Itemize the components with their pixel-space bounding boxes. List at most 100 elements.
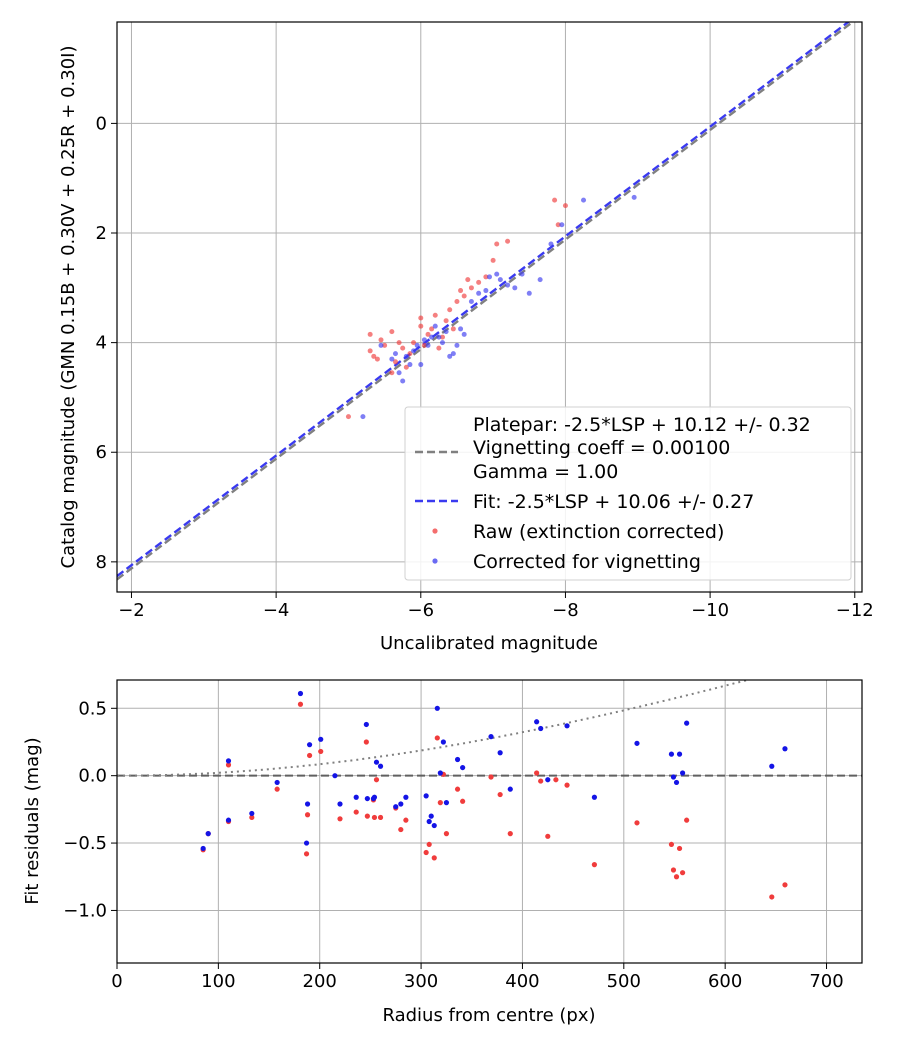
bottom-plot-frame — [116, 679, 863, 964]
corrected-point — [461, 331, 467, 337]
corrected-point — [398, 801, 404, 807]
corrected-point — [434, 705, 440, 711]
corrected-point — [225, 817, 232, 823]
x-tick-label: 400 — [505, 971, 539, 992]
raw-point — [249, 814, 255, 821]
raw-point — [465, 277, 471, 283]
corrected-point — [403, 794, 409, 800]
corrected-point — [393, 804, 399, 810]
corrected-point — [548, 241, 554, 247]
raw-point — [555, 222, 561, 228]
legend-red-marker — [432, 528, 438, 534]
raw-point — [673, 874, 680, 880]
corrected-point — [538, 725, 544, 732]
raw-point — [476, 279, 482, 285]
corrected-point — [507, 786, 513, 792]
raw-point — [454, 299, 460, 305]
raw-point — [488, 774, 494, 780]
corrected-point — [454, 756, 461, 763]
corrected-point — [304, 801, 311, 807]
corrected-point — [418, 362, 424, 368]
corrected-point — [249, 810, 255, 817]
raw-point — [437, 800, 443, 806]
corrected-point — [591, 794, 598, 800]
x-tick-label: −10 — [691, 600, 729, 621]
corrected-point — [454, 342, 460, 348]
corrected-point — [303, 840, 310, 846]
corrected-point — [363, 721, 369, 728]
corrected-point — [443, 329, 449, 335]
corrected-point — [497, 750, 503, 756]
raw-point — [304, 812, 311, 818]
corrected-point — [421, 337, 427, 343]
corrected-point — [411, 348, 417, 354]
raw-point — [634, 820, 640, 826]
raw-point — [345, 414, 351, 420]
raw-point — [421, 342, 427, 348]
raw-point — [396, 340, 402, 346]
corrected-point — [512, 285, 518, 291]
raw-point — [411, 340, 417, 346]
corrected-point — [673, 779, 680, 786]
corrected-point — [306, 742, 313, 748]
x-tick-label: 200 — [303, 971, 337, 992]
raw-point — [434, 735, 440, 741]
legend-label-gamma: Gamma = 1.00 — [473, 461, 618, 483]
corrected-point — [426, 818, 432, 825]
raw-point — [297, 701, 304, 707]
top-plot-frame — [116, 21, 863, 593]
top-panel: −2 −4 −6 −8 −10 −12 0 2 4 6 8 Uncalibrated magnitu… — [58, 21, 874, 654]
raw-point — [429, 326, 435, 332]
x-tick-label: 600 — [708, 971, 742, 992]
corrected-point — [782, 746, 788, 752]
raw-point — [318, 748, 324, 755]
raw-point — [367, 331, 373, 337]
legend-label-vignetting: Vignetting coeff = 0.00100 — [473, 437, 730, 459]
corrected-point — [353, 794, 359, 800]
corrected-point — [468, 299, 474, 305]
raw-point — [377, 814, 384, 821]
corrected-point — [437, 770, 443, 776]
y-tick-label: 0 — [96, 113, 107, 134]
raw-point — [505, 238, 511, 244]
raw-point — [398, 826, 404, 833]
corrected-point — [670, 774, 677, 780]
bottom-ticks: 0 100 200 300 400 500 600 700 0.5 0.0 −0.5 −1.0 — [63, 698, 843, 992]
raw-point — [382, 342, 388, 348]
raw-point — [373, 777, 380, 783]
raw-point — [494, 241, 500, 247]
corrected-point — [679, 770, 686, 776]
corrected-point — [487, 274, 492, 280]
corrected-point — [407, 362, 413, 368]
corrected-point — [431, 822, 437, 829]
x-tick-label: −8 — [552, 600, 579, 621]
raw-point — [553, 777, 559, 783]
raw-point — [403, 364, 409, 370]
raw-point — [418, 315, 424, 321]
corrected-point — [403, 353, 409, 359]
corrected-point — [537, 277, 543, 283]
y-tick-label: −0.5 — [63, 833, 107, 854]
top-ticks: −2 −4 −6 −8 −10 −12 0 2 4 6 8 — [96, 113, 874, 621]
corrected-point — [337, 801, 343, 807]
corrected-point — [274, 779, 280, 786]
corrected-point — [443, 800, 450, 806]
raw-point — [306, 752, 313, 759]
corrected-point — [360, 414, 366, 420]
corrected-point — [414, 342, 420, 348]
corrected-point — [483, 288, 489, 294]
corrected-point — [460, 764, 466, 771]
x-tick-label: 100 — [201, 971, 235, 992]
raw-point — [450, 326, 456, 332]
raw-point — [468, 285, 474, 291]
corrected-point — [545, 777, 551, 783]
corrected-point — [447, 353, 453, 359]
raw-point — [443, 318, 449, 324]
raw-point — [564, 782, 570, 788]
raw-point — [670, 867, 677, 873]
raw-point — [371, 353, 377, 359]
corrected-point — [488, 734, 494, 740]
raw-point — [458, 288, 464, 294]
raw-point — [538, 778, 544, 784]
x-tick-label: 500 — [607, 971, 641, 992]
